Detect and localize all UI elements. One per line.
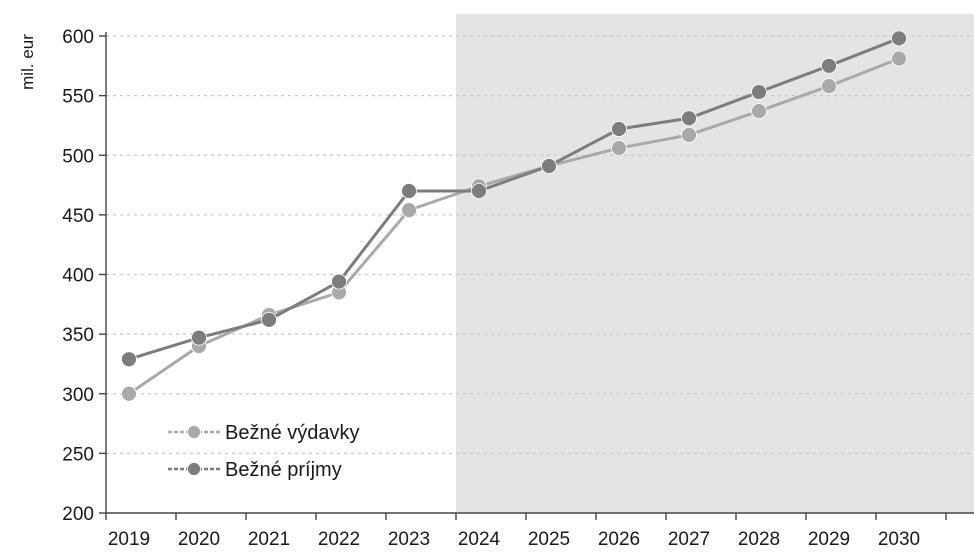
x-tick-label: 2030 — [878, 529, 920, 550]
x-tick-label: 2021 — [248, 529, 290, 550]
series-layer — [121, 30, 907, 402]
y-tick-label: 300 — [62, 385, 94, 406]
y-axis-title: mil. eur — [18, 34, 37, 90]
data-point — [821, 57, 837, 74]
x-tick-label: 2027 — [668, 529, 710, 550]
data-point — [401, 202, 417, 219]
data-point — [611, 121, 627, 137]
y-tick-label: 550 — [62, 87, 94, 108]
x-tick-label: 2024 — [458, 529, 501, 550]
y-tick-label: 250 — [62, 444, 94, 465]
x-tick-label: 2022 — [318, 529, 360, 550]
forecast-shading-layer — [456, 14, 974, 513]
legend-marker — [187, 462, 201, 476]
y-tick-label: 450 — [62, 206, 94, 227]
y-tick-label: 200 — [62, 504, 94, 525]
legend-label: Bežné výdavky — [225, 422, 360, 444]
data-point — [821, 78, 837, 94]
x-tick-label: 2029 — [808, 529, 850, 550]
data-point — [891, 30, 907, 47]
data-point — [331, 273, 347, 290]
gridlines — [106, 35, 974, 454]
x-tick-label: 2026 — [598, 529, 640, 550]
series-line — [128, 36, 900, 361]
x-tick-label: 2023 — [388, 529, 430, 550]
legend: Bežné výdavky Bežné príjmy — [168, 422, 360, 481]
series-line — [128, 57, 900, 395]
data-point — [681, 110, 697, 127]
data-point — [401, 183, 417, 199]
y-tick-label: 500 — [62, 146, 94, 167]
data-point — [751, 84, 767, 100]
data-point — [121, 351, 137, 368]
data-point — [681, 127, 697, 143]
x-tick-label: 2019 — [108, 529, 150, 550]
legend-label: Bežné príjmy — [225, 459, 342, 481]
x-tick-label: 2028 — [738, 529, 780, 550]
x-tick-label: 2020 — [178, 529, 220, 550]
y-tick-label: 600 — [62, 27, 94, 48]
data-point — [191, 329, 207, 346]
data-point — [611, 140, 627, 156]
y-tick-label: 350 — [62, 325, 94, 346]
data-point — [471, 183, 487, 199]
data-point — [751, 103, 767, 120]
legend-marker — [187, 425, 201, 439]
data-point — [261, 311, 277, 328]
y-tick-label: 400 — [62, 266, 94, 287]
data-point — [541, 158, 557, 174]
data-point — [121, 385, 137, 402]
x-tick-label: 2025 — [528, 529, 570, 550]
forecast-shading — [456, 14, 974, 513]
axes: 200 250 300 350 400 450 500 550 600 2019 2020 2021 2… — [62, 27, 974, 550]
data-point — [891, 50, 907, 67]
